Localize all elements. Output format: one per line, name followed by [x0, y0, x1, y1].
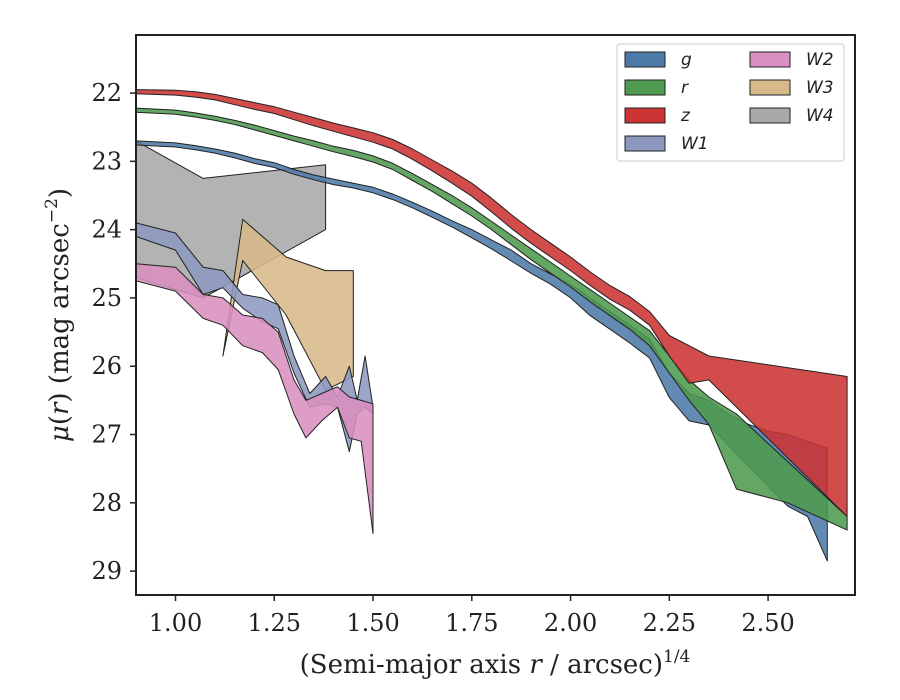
x-axis-label-part-1: (Semi-major axis [300, 650, 530, 680]
y-tick-label: 28 [91, 489, 122, 517]
y-axis-ticks: 22 23 24 25 26 27 28 29 [91, 79, 136, 585]
legend-label-w3: W3 [806, 78, 834, 98]
x-tick-label: 2.25 [643, 609, 696, 637]
x-axis-label-part-2: / arcsec) [542, 650, 663, 680]
series-band-g [136, 140, 828, 562]
series-layer [136, 89, 848, 562]
y-tick-label: 25 [91, 284, 122, 312]
x-tick-label: 1.25 [248, 609, 301, 637]
y-tick-label: 24 [91, 216, 122, 244]
legend-entries: grz W1 W2 W3 W4 [624, 50, 834, 154]
y-axis-label-exponent: −2 [42, 198, 62, 223]
legend-label-g: g [681, 50, 692, 70]
y-tick-label: 29 [91, 557, 122, 585]
y-axis-label-variable: r [45, 401, 75, 415]
x-axis-label: (Semi-major axis r / arcsec)1/4 [300, 647, 691, 680]
legend-swatch-z [624, 107, 666, 124]
x-axis-label-variable: r [529, 650, 543, 680]
legend-swatch-g [624, 51, 666, 68]
series-band-r [136, 107, 848, 531]
legend-label-r: r [681, 78, 689, 98]
series-band-z [136, 89, 848, 517]
legend-label-w1: W1 [681, 134, 709, 154]
legend-swatch-w3 [749, 79, 791, 96]
legend-label-z: z [680, 106, 691, 126]
y-tick-label: 23 [91, 147, 122, 175]
x-tick-label: 2.50 [741, 609, 794, 637]
x-axis-ticks: 1.00 1.25 1.50 1.75 2.00 2.25 2.50 [149, 595, 795, 637]
legend: grz W1 W2 W3 W4 [616, 43, 845, 162]
legend-swatch-w2 [749, 51, 791, 68]
y-axis-label-paren-close: ) [45, 188, 75, 198]
x-axis-label-exponent: 1/4 [663, 647, 690, 667]
plot-frame [135, 34, 856, 596]
series-band-w3 [222, 218, 354, 391]
y-axis-label-paren-open: ( [45, 415, 75, 425]
y-tick-label: 22 [91, 79, 122, 107]
legend-swatch-r [624, 79, 666, 96]
x-tick-label: 1.75 [445, 609, 498, 637]
y-axis-label-mu: μ [45, 425, 75, 442]
x-tick-label: 2.00 [544, 609, 597, 637]
x-tick-label: 1.00 [149, 609, 202, 637]
legend-swatch-w4 [749, 107, 791, 124]
y-axis-label-units: ) (mag arcsec [45, 223, 75, 402]
y-tick-label: 27 [91, 421, 122, 449]
legend-frame [616, 43, 845, 162]
y-tick-label: 26 [91, 352, 122, 380]
legend-swatch-w1 [624, 135, 666, 152]
y-axis-label: μ(r) (mag arcsec−2) [42, 188, 75, 442]
legend-label-w4: W4 [806, 106, 834, 126]
legend-label-w2: W2 [806, 50, 834, 70]
series-band-w2 [136, 263, 374, 534]
x-tick-label: 1.50 [346, 609, 399, 637]
